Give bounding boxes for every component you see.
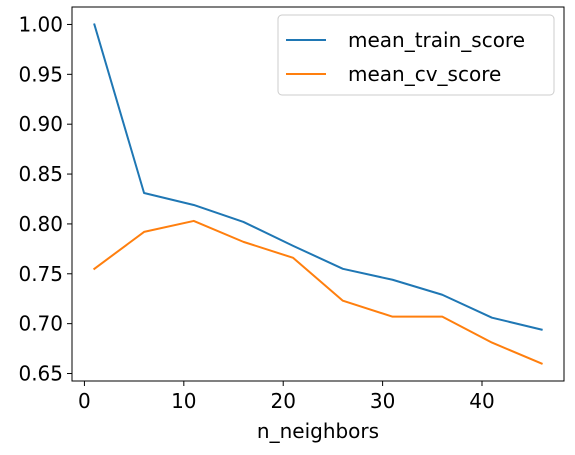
series-line-mean-cv-score [92, 219, 543, 365]
y-tick-label: 0.75 [18, 262, 63, 286]
x-axis-label: n_neighbors [257, 419, 379, 443]
x-tick-label: 40 [469, 389, 494, 413]
x-tick-label: 0 [78, 389, 91, 413]
y-tick-label: 0.90 [18, 112, 63, 136]
x-axis-ticks: 0 10 20 30 40 [78, 381, 495, 413]
x-tick-label: 30 [370, 389, 395, 413]
y-tick-label: 1.00 [18, 12, 63, 36]
series-layer [92, 23, 543, 365]
legend: mean_train_score mean_cv_score [277, 14, 555, 96]
x-tick-label: 20 [270, 389, 295, 413]
y-tick-label: 0.85 [18, 162, 63, 186]
y-tick-label: 0.95 [18, 62, 63, 86]
legend-label: mean_train_score [348, 28, 525, 52]
y-tick-label: 0.65 [18, 362, 63, 386]
y-tick-label: 0.80 [18, 212, 63, 236]
y-tick-label: 0.70 [18, 312, 63, 336]
series-line-mean-train-score [93, 23, 543, 331]
plot-frame [71, 6, 565, 382]
legend-box [277, 14, 555, 96]
x-tick-label: 10 [171, 389, 196, 413]
y-axis-ticks: 0.65 0.70 0.75 0.80 0.85 0.90 0.95 1.00 [18, 12, 72, 386]
legend-label: mean_cv_score [348, 62, 501, 86]
